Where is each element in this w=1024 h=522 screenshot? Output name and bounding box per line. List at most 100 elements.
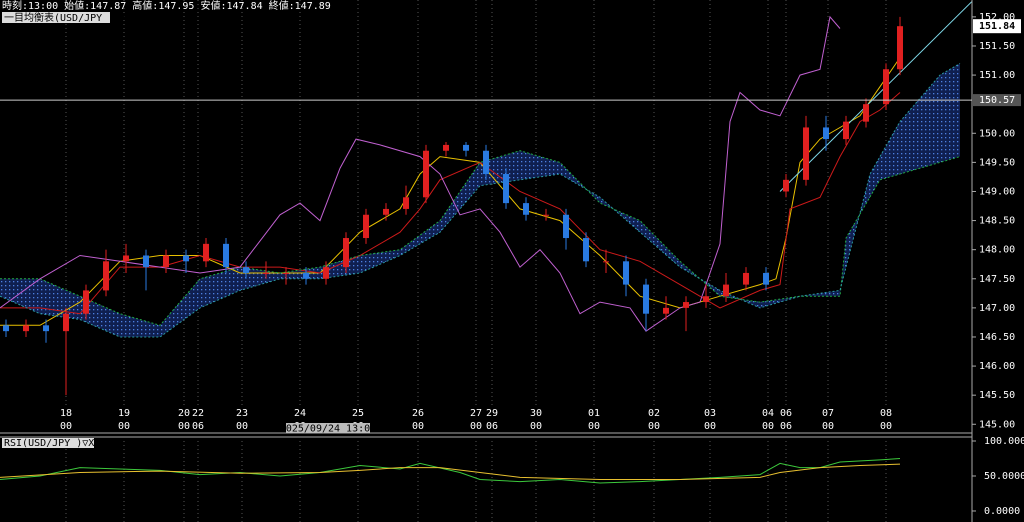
candle-body — [503, 174, 509, 204]
candle-body — [63, 313, 69, 332]
price-line-box — [973, 94, 1021, 107]
x-tick-label: 24 — [294, 408, 306, 419]
candle-body — [823, 127, 829, 140]
candle-body — [323, 267, 329, 279]
y-tick-label: 147.00 — [979, 303, 1015, 314]
x-tick-hour: 00 — [762, 421, 774, 432]
y-tick-label: 149.50 — [979, 157, 1015, 168]
candle-body — [523, 203, 529, 215]
y-tick-label: 146.50 — [979, 332, 1015, 343]
y-tick-label: 145.50 — [979, 390, 1015, 401]
x-tick-hour: 06 — [780, 421, 792, 432]
x-tick-hour: 06 — [486, 421, 498, 432]
trendline — [779, 0, 972, 192]
candle-body — [243, 267, 249, 273]
candle-body — [303, 272, 309, 279]
candle-body — [23, 325, 29, 332]
y-tick-label: 50.0000 — [984, 471, 1024, 482]
x-tick-label: 29 — [486, 408, 498, 419]
candle-body — [683, 302, 689, 308]
x-tick-hour: 00 — [118, 421, 130, 432]
candle-body — [103, 261, 109, 291]
candle-body — [603, 261, 609, 263]
x-tick-label: 01 — [588, 408, 600, 419]
x-tick-hour: 00 — [530, 421, 542, 432]
candle-body — [703, 296, 709, 303]
y-tick-label: 145.00 — [979, 419, 1015, 430]
x-tick-hour: 00 — [178, 421, 190, 432]
candle-body — [43, 325, 49, 332]
x-tick-label: 06 — [780, 408, 792, 419]
x-tick-label: 23 — [236, 408, 248, 419]
x-tick-label: 07 — [822, 408, 834, 419]
candle-body — [783, 179, 789, 192]
candle-body — [583, 238, 589, 262]
candle-body — [483, 150, 489, 175]
x-tick-label: 04 — [762, 408, 774, 419]
candle-body — [283, 272, 289, 274]
x-tick-hour: 00 — [880, 421, 892, 432]
candle-body — [263, 272, 269, 274]
y-tick-label: 149.00 — [979, 186, 1015, 197]
candle-body — [543, 214, 549, 216]
price-panel — [0, 0, 972, 405]
rsi-label-box — [2, 438, 94, 448]
x-tick-label: 19 — [118, 408, 130, 419]
x-tick-hour: 00 — [704, 421, 716, 432]
x-tick-label: 20 — [178, 408, 190, 419]
candle-body — [143, 255, 149, 268]
x-tick-label: 03 — [704, 408, 716, 419]
y-tick-label: 0.0000 — [984, 506, 1020, 517]
x-tick-hour: 00 — [822, 421, 834, 432]
x-tick-hour: 00 — [412, 421, 424, 432]
candle-body — [403, 197, 409, 209]
candle-body — [123, 255, 129, 262]
x-tick-hour: 06 — [192, 421, 204, 432]
x-tick-hour: 00 — [236, 421, 248, 432]
candle-body — [763, 272, 769, 285]
price-line-label: 150.57 — [979, 95, 1015, 106]
y-tick-label: 148.50 — [979, 216, 1015, 227]
x-tick-label: 27 — [470, 408, 482, 419]
y-tick-label: 146.00 — [979, 361, 1015, 372]
x-tick-label: 26 — [412, 408, 424, 419]
candle-body — [383, 208, 389, 215]
y-tick-label: 150.00 — [979, 128, 1015, 139]
y-tick-label: 147.50 — [979, 274, 1015, 285]
y-tick-label: 151.00 — [979, 70, 1015, 81]
candle-body — [883, 69, 889, 105]
candle-body — [643, 284, 649, 314]
candle-body — [723, 284, 729, 297]
y-tick-label: 151.50 — [979, 41, 1015, 52]
last-price-box — [973, 19, 1021, 34]
candle-body — [803, 127, 809, 180]
x-tick-hour: 00 — [60, 421, 72, 432]
indicator-label-box — [2, 12, 110, 23]
candle-body — [663, 307, 669, 314]
candle-body — [443, 144, 449, 151]
x-tick-label: 08 — [880, 408, 892, 419]
rsi-label: RSI(USD/JPY )▽X — [4, 438, 94, 449]
x-tick-label: 18 — [60, 408, 72, 419]
candle-body — [843, 121, 849, 140]
y-tick-label: 148.00 — [979, 245, 1015, 256]
x-tick-label: 25 — [352, 408, 364, 419]
candle-body — [3, 325, 9, 332]
x-tick-hour: 00 — [470, 421, 482, 432]
y-tick-label: 100.0000 — [984, 436, 1024, 447]
indicator-label: 一目均衡表(USD/JPY )▽X — [4, 11, 126, 24]
candle-body — [463, 144, 469, 151]
x-tick-label: 22 — [192, 408, 204, 419]
x-tick-hour: 00 — [648, 421, 660, 432]
candle-body — [563, 214, 569, 239]
candle-body — [163, 255, 169, 268]
ichimoku-cloud — [0, 63, 960, 337]
header: 時刻:13:00 始値:147.87 高値:147.95 安値:147.84 終… — [2, 0, 331, 12]
candle-body — [863, 104, 869, 122]
last-price-label: 151.84 — [979, 21, 1015, 32]
candle-body — [223, 243, 229, 268]
indicator-line — [0, 62, 961, 338]
candle-body — [897, 26, 903, 70]
